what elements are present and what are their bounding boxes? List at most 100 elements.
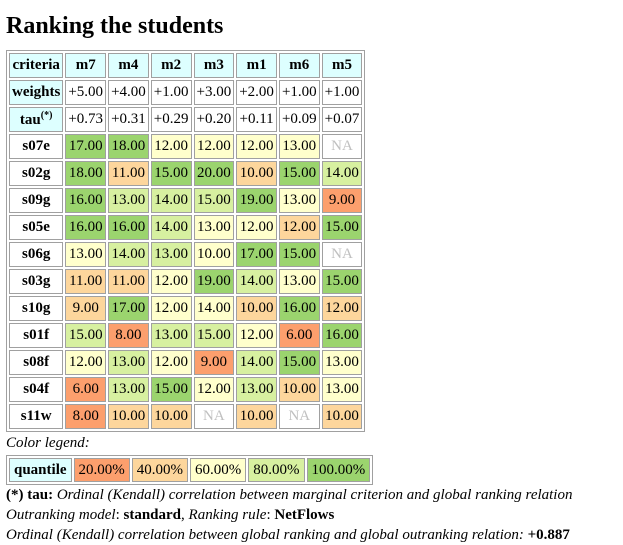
score-cell: 6.00 — [278, 323, 320, 348]
score-cell: 14.00 — [321, 161, 363, 186]
tau-cell: +0.73 — [65, 107, 107, 132]
score-cell: 15.00 — [278, 350, 320, 375]
score-cell: 18.00 — [65, 161, 107, 186]
legend-label: quantile — [9, 458, 72, 482]
criterion-header: m5 — [321, 53, 363, 78]
score-cell: 16.00 — [65, 188, 107, 213]
score-cell: 13.00 — [193, 215, 235, 240]
score-cell: 12.00 — [236, 134, 277, 159]
student-label: s10g — [9, 296, 64, 321]
score-cell: 12.00 — [193, 134, 235, 159]
ranking-body: s07e 17.00 18.00 12.00 12.00 12.00 13.00 NA s02g… — [9, 134, 363, 429]
score-cell: 13.00 — [278, 134, 320, 159]
model-label: Outranking model — [6, 507, 116, 523]
score-cell: 14.00 — [150, 215, 192, 240]
criterion-header: m4 — [108, 53, 149, 78]
table-row: s07e 17.00 18.00 12.00 12.00 12.00 13.00 NA — [9, 134, 363, 159]
criteria-header-label: criteria — [9, 53, 64, 78]
score-cell: 14.00 — [236, 269, 277, 294]
criteria-row: criteria m7 m4 m2 m3 m1 m6 m5 — [9, 53, 363, 78]
ranking-table: criteria m7 m4 m2 m3 m1 m6 m5 weights +5… — [6, 50, 366, 432]
legend-item: 100.00% — [306, 458, 371, 482]
student-label: s06g — [9, 242, 64, 267]
score-cell: 9.00 — [65, 296, 107, 321]
score-cell: 15.00 — [193, 323, 235, 348]
score-cell: 17.00 — [236, 242, 277, 267]
criterion-header: m3 — [193, 53, 235, 78]
score-cell: 10.00 — [108, 404, 149, 429]
tau-cell: +0.31 — [108, 107, 149, 132]
score-cell: 13.00 — [321, 350, 363, 375]
score-cell: 15.00 — [278, 161, 320, 186]
score-cell: 9.00 — [193, 350, 235, 375]
score-cell: 12.00 — [150, 296, 192, 321]
rule-value: NetFlows — [274, 507, 335, 523]
tau-note: (*) tau: Ordinal (Kendall) correlation b… — [6, 486, 623, 505]
tau-cell: +0.11 — [236, 107, 277, 132]
score-cell: NA — [193, 404, 235, 429]
score-cell: 10.00 — [236, 161, 277, 186]
score-cell: 12.00 — [236, 215, 277, 240]
weight-cell: +1.00 — [278, 80, 320, 105]
score-cell: 11.00 — [65, 269, 107, 294]
tau-footnote-mark: (*) — [40, 110, 53, 121]
score-cell: 12.00 — [321, 296, 363, 321]
score-cell: 13.00 — [108, 350, 149, 375]
criterion-header: m7 — [65, 53, 107, 78]
tau-cell: +0.29 — [150, 107, 192, 132]
legend-item: 40.00% — [131, 458, 189, 482]
tau-note-text: Ordinal (Kendall) correlation between ma… — [53, 487, 573, 503]
page: Ranking the students criteria m7 m4 m2 m… — [0, 12, 623, 545]
correlation-text: Ordinal (Kendall) correlation between gl… — [6, 527, 524, 543]
score-cell: 12.00 — [236, 323, 277, 348]
table-row: s05e 16.00 16.00 14.00 13.00 12.00 12.00 15.00 — [9, 215, 363, 240]
score-cell: 13.00 — [150, 323, 192, 348]
tau-cell: +0.07 — [321, 107, 363, 132]
correlation-line: Ordinal (Kendall) correlation between gl… — [6, 526, 623, 545]
score-cell: 14.00 — [193, 296, 235, 321]
tau-note-mark: (*) tau: — [6, 487, 54, 503]
score-cell: 12.00 — [193, 377, 235, 402]
score-cell: 13.00 — [150, 242, 192, 267]
score-cell: 19.00 — [193, 269, 235, 294]
student-label: s07e — [9, 134, 64, 159]
page-title: Ranking the students — [6, 13, 224, 39]
criterion-header: m6 — [278, 53, 320, 78]
score-cell: 14.00 — [150, 188, 192, 213]
score-cell: 15.00 — [278, 242, 320, 267]
score-cell: 16.00 — [321, 323, 363, 348]
table-row: s02g 18.00 11.00 15.00 20.00 10.00 15.00 14.00 — [9, 161, 363, 186]
weight-cell: +1.00 — [150, 80, 192, 105]
score-cell: 18.00 — [108, 134, 149, 159]
student-label: s01f — [9, 323, 64, 348]
score-cell: 13.00 — [278, 269, 320, 294]
student-label: s05e — [9, 215, 64, 240]
tau-label-text: tau — [19, 112, 41, 128]
score-cell: 13.00 — [65, 242, 107, 267]
table-row: s01f 15.00 8.00 13.00 15.00 12.00 6.00 16.00 — [9, 323, 363, 348]
table-row: s08f 12.00 13.00 12.00 9.00 14.00 15.00 13.00 — [9, 350, 363, 375]
legend-item: 80.00% — [248, 458, 305, 482]
score-cell: 12.00 — [278, 215, 320, 240]
weights-row: weights +5.00 +4.00 +1.00 +3.00 +2.00 +1… — [9, 80, 363, 105]
score-cell: 15.00 — [321, 215, 363, 240]
score-cell: 10.00 — [193, 242, 235, 267]
score-cell: 12.00 — [150, 350, 192, 375]
weights-label: weights — [9, 80, 64, 105]
model-line: Outranking model: standard, Ranking rule… — [6, 507, 335, 523]
score-cell: 14.00 — [236, 350, 277, 375]
score-cell: 15.00 — [65, 323, 107, 348]
score-cell: 14.00 — [108, 242, 149, 267]
criterion-header: m2 — [150, 53, 192, 78]
score-cell: 8.00 — [108, 323, 149, 348]
score-cell: 13.00 — [321, 377, 363, 402]
weight-cell: +5.00 — [65, 80, 107, 105]
score-cell: 9.00 — [321, 188, 363, 213]
tau-cell: +0.09 — [278, 107, 320, 132]
score-cell: 15.00 — [321, 269, 363, 294]
score-cell: 10.00 — [278, 377, 320, 402]
score-cell: 15.00 — [150, 377, 192, 402]
score-cell: 16.00 — [108, 215, 149, 240]
model-value: standard — [123, 507, 182, 523]
score-cell: 10.00 — [150, 404, 192, 429]
